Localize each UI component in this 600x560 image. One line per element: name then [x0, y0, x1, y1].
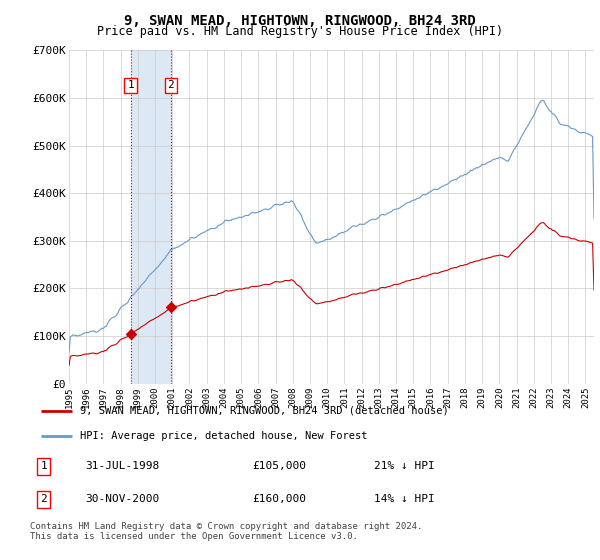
Text: 9, SWAN MEAD, HIGHTOWN, RINGWOOD, BH24 3RD: 9, SWAN MEAD, HIGHTOWN, RINGWOOD, BH24 3… [124, 14, 476, 28]
Text: Price paid vs. HM Land Registry's House Price Index (HPI): Price paid vs. HM Land Registry's House … [97, 25, 503, 38]
Text: £105,000: £105,000 [252, 461, 306, 472]
Text: 14% ↓ HPI: 14% ↓ HPI [374, 494, 435, 505]
Text: Contains HM Land Registry data © Crown copyright and database right 2024.
This d: Contains HM Land Registry data © Crown c… [30, 522, 422, 542]
Text: 2: 2 [41, 494, 47, 505]
Text: 9, SWAN MEAD, HIGHTOWN, RINGWOOD, BH24 3RD (detached house): 9, SWAN MEAD, HIGHTOWN, RINGWOOD, BH24 3… [80, 406, 449, 416]
Text: 1: 1 [41, 461, 47, 472]
Point [166, 303, 176, 312]
Text: 31-JUL-1998: 31-JUL-1998 [86, 461, 160, 472]
Text: 21% ↓ HPI: 21% ↓ HPI [374, 461, 435, 472]
Text: 2: 2 [167, 81, 174, 90]
Text: £160,000: £160,000 [252, 494, 306, 505]
Point [126, 329, 136, 338]
Bar [131, 50, 171, 384]
Text: 30-NOV-2000: 30-NOV-2000 [86, 494, 160, 505]
Text: HPI: Average price, detached house, New Forest: HPI: Average price, detached house, New … [80, 431, 367, 441]
Text: 1: 1 [127, 81, 134, 90]
